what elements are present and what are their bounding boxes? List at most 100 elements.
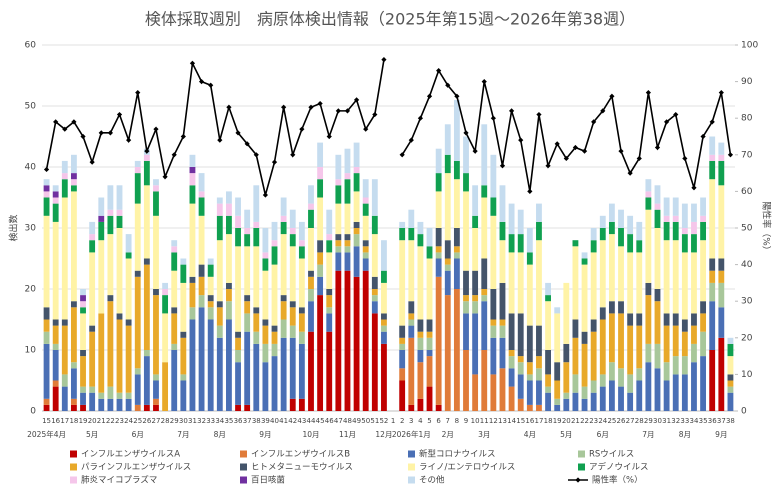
bar-segment [271,331,278,344]
x-tick-label: 25 [133,417,142,425]
bar-segment [353,234,360,247]
bar-segment [508,234,515,253]
bar-segment [244,301,251,314]
bar-segment [244,228,251,235]
rate-marker [89,159,95,165]
rate-marker [627,170,633,176]
legend-label: 百日咳菌 [251,475,285,486]
bar-segment [262,252,269,259]
bar-segment [417,331,424,338]
bar-segment [453,160,460,180]
rate-marker [481,79,487,85]
x-tick-label: 16 [51,417,60,425]
bar-segment [262,228,269,253]
x-tick-label: 35 [699,417,708,425]
x-tick-label: 29 [170,417,179,425]
bar-segment [526,374,533,381]
bar-segment [153,404,159,411]
bar-segment [189,167,196,174]
bar-segment [298,313,305,332]
bar-segment [663,325,670,363]
rate-marker [609,93,615,99]
bar-segment [645,343,652,363]
rate-marker [591,119,597,125]
bar-segment [408,337,415,405]
bar-segment [691,343,697,363]
bar-segment [672,356,679,375]
bar-segment [408,228,415,241]
bar-segment [581,386,588,399]
bar-segment [153,289,159,296]
bar-segment [463,173,469,192]
bar-segment [180,258,187,265]
y2-axis-label: 陽性率（%） [761,201,773,255]
bar-segment [426,319,433,332]
bar-segment [463,350,469,411]
rate-marker [600,108,606,114]
bar-segment [481,350,488,411]
bar-segment [399,350,406,369]
bar-segment [207,307,214,320]
y2-tick-label: 20 [741,333,753,343]
bar-segment [508,356,515,369]
bar-segment [244,404,251,411]
bar-segment [581,252,588,259]
bar-segment [326,252,333,289]
bar-segment [134,160,141,167]
rate-marker [563,155,569,162]
bar-segment [61,197,68,320]
bar-segment [70,154,77,174]
bar-segment [153,374,159,381]
legend-swatch [70,463,77,471]
legend-swatch [578,450,585,458]
x-tick-label: 24 [124,417,133,425]
bar-segment [226,301,232,320]
bar-segment [171,343,178,350]
bar-segment [189,154,196,167]
bar-segment [444,124,451,155]
bar-segment [308,301,314,332]
x-tick-label: 28 [161,417,170,425]
bar-segment [317,142,324,167]
y2-tick-label: 80 [741,114,753,124]
bar-segment [472,374,479,411]
bar-segment [189,185,196,204]
bar-segment [481,301,488,350]
x-tick-label: 11 [480,417,489,425]
rate-marker [499,163,506,169]
month-label: 10月 [302,430,319,439]
x-tick-label: 23 [115,417,124,425]
bar-segment [162,313,169,363]
bar-segment [608,313,615,363]
bar-segment [435,404,442,411]
bar-segment [153,179,159,186]
bar-segment [326,289,333,296]
bar-segment [645,191,652,198]
bar-segment [198,295,205,308]
x-tick-label: 34 [215,417,224,425]
bar-segment [608,362,615,381]
bar-segment [298,331,305,344]
month-label: 7月 [642,430,654,439]
bar-segment [52,221,59,320]
month-label: 5月 [560,430,572,439]
bar-segment [326,295,333,308]
bar-segment [636,313,643,326]
bar-segment [344,240,351,247]
bar-segment [308,289,314,302]
bar-segment [408,404,415,411]
rate-marker [171,152,177,158]
bar-segment [435,258,442,277]
bar-segment [153,185,159,192]
y-tick-label: 60 [25,41,37,51]
rate-marker [98,130,104,136]
bar-segment [61,179,68,198]
bar-segment [180,337,187,375]
bar-segment [134,368,141,375]
bar-segment [545,374,551,387]
bar-segment [289,228,296,235]
x-tick-label: 13 [498,417,507,425]
x-tick-label: 30 [653,417,662,425]
bar-segment [198,264,205,277]
x-tick-label: 26 [142,417,151,425]
